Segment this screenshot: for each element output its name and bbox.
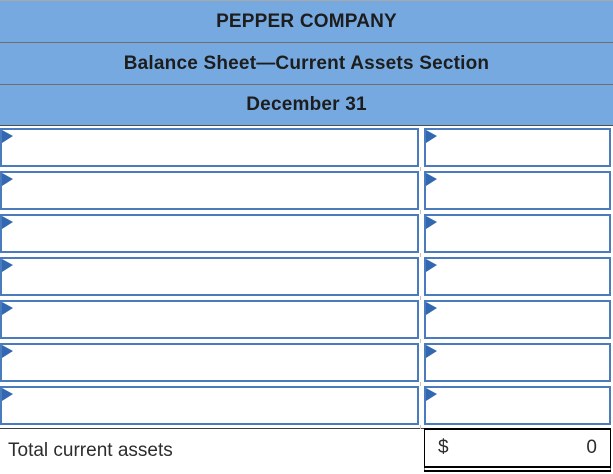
dropdown-marker-icon	[2, 173, 13, 186]
dropdown-marker-icon	[426, 302, 437, 315]
amount-input-cell[interactable]	[424, 300, 611, 339]
dropdown-marker-icon	[426, 173, 437, 186]
dropdown-marker-icon	[2, 130, 13, 143]
table-row	[0, 171, 613, 214]
account-input-cell[interactable]	[0, 128, 419, 167]
dropdown-marker-icon	[426, 259, 437, 272]
currency-symbol: $	[438, 437, 449, 458]
dropdown-marker-icon	[426, 388, 437, 401]
amount-input-cell[interactable]	[424, 257, 611, 296]
account-input-cell[interactable]	[0, 386, 419, 425]
dropdown-marker-icon	[2, 259, 13, 272]
dropdown-marker-icon	[426, 130, 437, 143]
table-row	[0, 257, 613, 300]
account-input-cell[interactable]	[0, 214, 419, 253]
total-amount-value: 0	[586, 437, 597, 458]
amount-input-cell[interactable]	[424, 343, 611, 382]
dropdown-marker-icon	[2, 302, 13, 315]
account-input-cell[interactable]	[0, 300, 419, 339]
dropdown-marker-icon	[426, 345, 437, 358]
total-label: Total current assets	[0, 428, 424, 472]
amount-input-cell[interactable]	[424, 386, 611, 425]
amount-input-cell[interactable]	[424, 128, 611, 167]
amount-input-cell[interactable]	[424, 214, 611, 253]
total-row: Total current assets $ 0	[0, 428, 613, 472]
header-statement-title: Balance Sheet—Current Assets Section	[0, 43, 613, 85]
table-row	[0, 343, 613, 386]
header-company: PEPPER COMPANY	[0, 1, 613, 43]
table-row	[0, 128, 613, 171]
account-input-cell[interactable]	[0, 257, 419, 296]
dropdown-marker-icon	[2, 345, 13, 358]
table-row	[0, 214, 613, 257]
account-input-cell[interactable]	[0, 343, 419, 382]
total-amount-cell: $ 0	[424, 428, 611, 472]
dropdown-marker-icon	[426, 216, 437, 229]
dropdown-marker-icon	[2, 388, 13, 401]
header-date: December 31	[0, 85, 613, 126]
table-row	[0, 300, 613, 343]
amount-input-cell[interactable]	[424, 171, 611, 210]
dropdown-marker-icon	[2, 216, 13, 229]
worksheet-body	[0, 126, 613, 429]
account-input-cell[interactable]	[0, 171, 419, 210]
table-row	[0, 386, 613, 429]
